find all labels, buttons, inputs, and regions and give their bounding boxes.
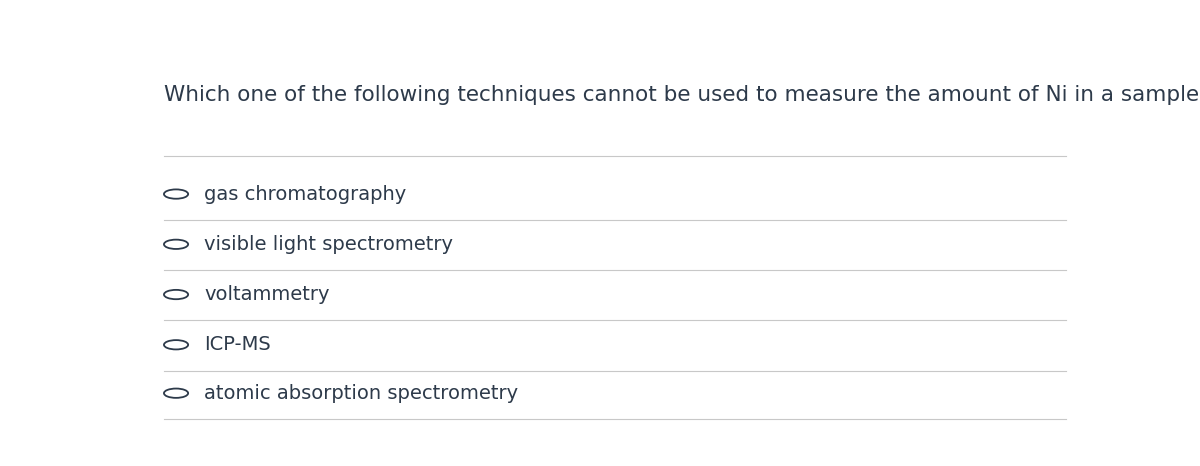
Text: Which one of the following techniques cannot be used to measure the amount of Ni: Which one of the following techniques ca… bbox=[164, 85, 1200, 105]
Text: atomic absorption spectrometry: atomic absorption spectrometry bbox=[204, 384, 518, 403]
Text: ICP-MS: ICP-MS bbox=[204, 335, 271, 354]
Text: gas chromatography: gas chromatography bbox=[204, 185, 406, 204]
Text: visible light spectrometry: visible light spectrometry bbox=[204, 235, 452, 254]
Text: voltammetry: voltammetry bbox=[204, 285, 330, 304]
